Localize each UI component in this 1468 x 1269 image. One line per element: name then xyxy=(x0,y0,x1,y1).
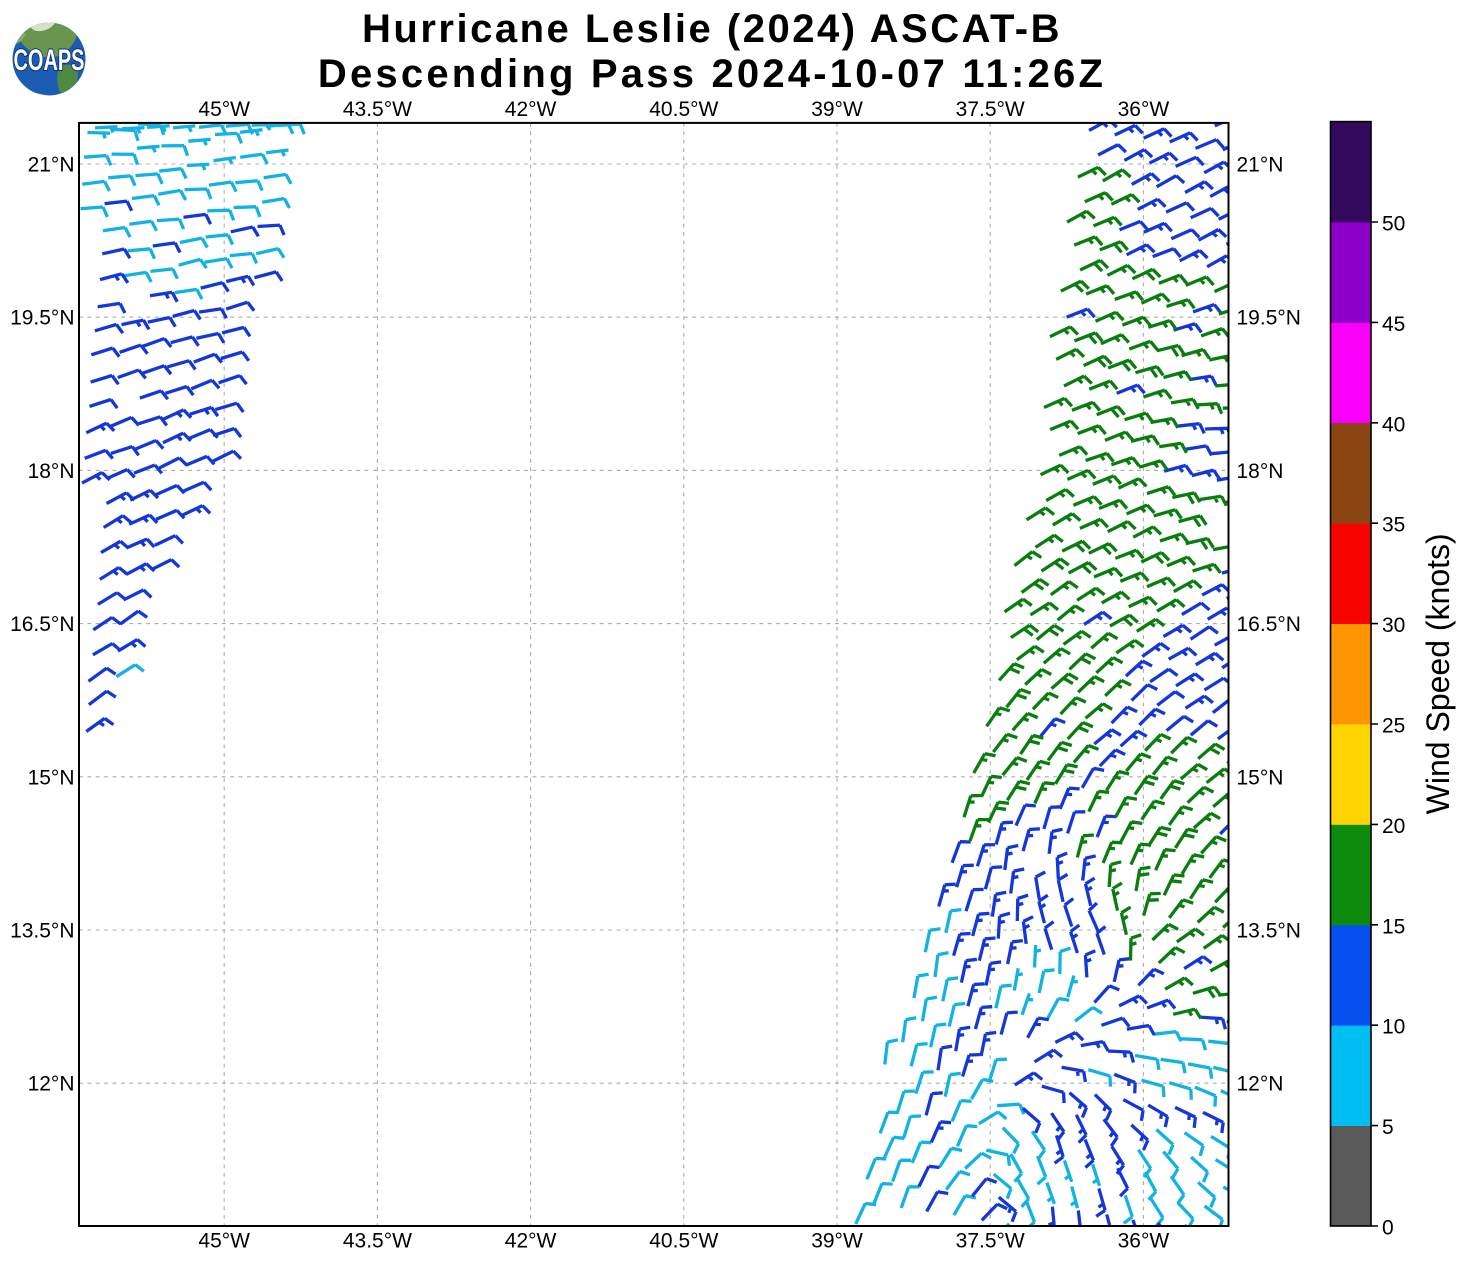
svg-text:Descending Pass 2024-10-07 11:: Descending Pass 2024-10-07 11:26Z xyxy=(318,52,1106,96)
svg-text:42°W: 42°W xyxy=(505,1230,557,1253)
svg-text:40: 40 xyxy=(1382,413,1405,436)
svg-text:19.5°N: 19.5°N xyxy=(10,307,74,330)
svg-text:13.5°N: 13.5°N xyxy=(10,920,74,943)
svg-text:18°N: 18°N xyxy=(28,460,75,483)
svg-text:18°N: 18°N xyxy=(1237,460,1284,483)
svg-text:37.5°W: 37.5°W xyxy=(956,98,1025,121)
svg-text:Hurricane Leslie (2024) ASCAT-: Hurricane Leslie (2024) ASCAT-B xyxy=(362,7,1062,51)
svg-text:16.5°N: 16.5°N xyxy=(1237,613,1301,636)
svg-text:15°N: 15°N xyxy=(1237,766,1284,789)
svg-text:37.5°W: 37.5°W xyxy=(956,1230,1025,1253)
svg-text:16.5°N: 16.5°N xyxy=(10,613,74,636)
svg-text:39°W: 39°W xyxy=(811,98,863,121)
svg-text:13.5°N: 13.5°N xyxy=(1237,920,1301,943)
svg-text:21°N: 21°N xyxy=(1237,154,1284,177)
svg-text:45°W: 45°W xyxy=(198,98,250,121)
svg-text:40.5°W: 40.5°W xyxy=(649,98,718,121)
svg-text:43.5°W: 43.5°W xyxy=(343,1230,412,1253)
svg-text:15°N: 15°N xyxy=(28,766,75,789)
svg-text:25: 25 xyxy=(1382,715,1405,738)
svg-text:36°W: 36°W xyxy=(1118,98,1170,121)
svg-text:10: 10 xyxy=(1382,1016,1405,1039)
svg-text:19.5°N: 19.5°N xyxy=(1237,307,1301,330)
svg-text:35: 35 xyxy=(1382,514,1405,537)
svg-text:30: 30 xyxy=(1382,614,1405,637)
svg-text:12°N: 12°N xyxy=(28,1073,75,1096)
svg-text:50: 50 xyxy=(1382,213,1405,236)
svg-text:COAPS: COAPS xyxy=(14,44,85,77)
svg-text:0: 0 xyxy=(1382,1217,1394,1240)
svg-text:12°N: 12°N xyxy=(1237,1073,1284,1096)
svg-text:20: 20 xyxy=(1382,815,1405,838)
svg-text:39°W: 39°W xyxy=(811,1230,863,1253)
svg-text:36°W: 36°W xyxy=(1118,1230,1170,1253)
svg-text:45°W: 45°W xyxy=(198,1230,250,1253)
svg-text:15: 15 xyxy=(1382,915,1405,938)
svg-text:21°N: 21°N xyxy=(28,154,75,177)
svg-text:5: 5 xyxy=(1382,1116,1394,1139)
svg-text:40.5°W: 40.5°W xyxy=(649,1230,718,1253)
svg-text:42°W: 42°W xyxy=(505,98,557,121)
svg-text:45: 45 xyxy=(1382,313,1405,336)
svg-text:Wind Speed (knots): Wind Speed (knots) xyxy=(1420,533,1456,814)
svg-text:43.5°W: 43.5°W xyxy=(343,98,412,121)
